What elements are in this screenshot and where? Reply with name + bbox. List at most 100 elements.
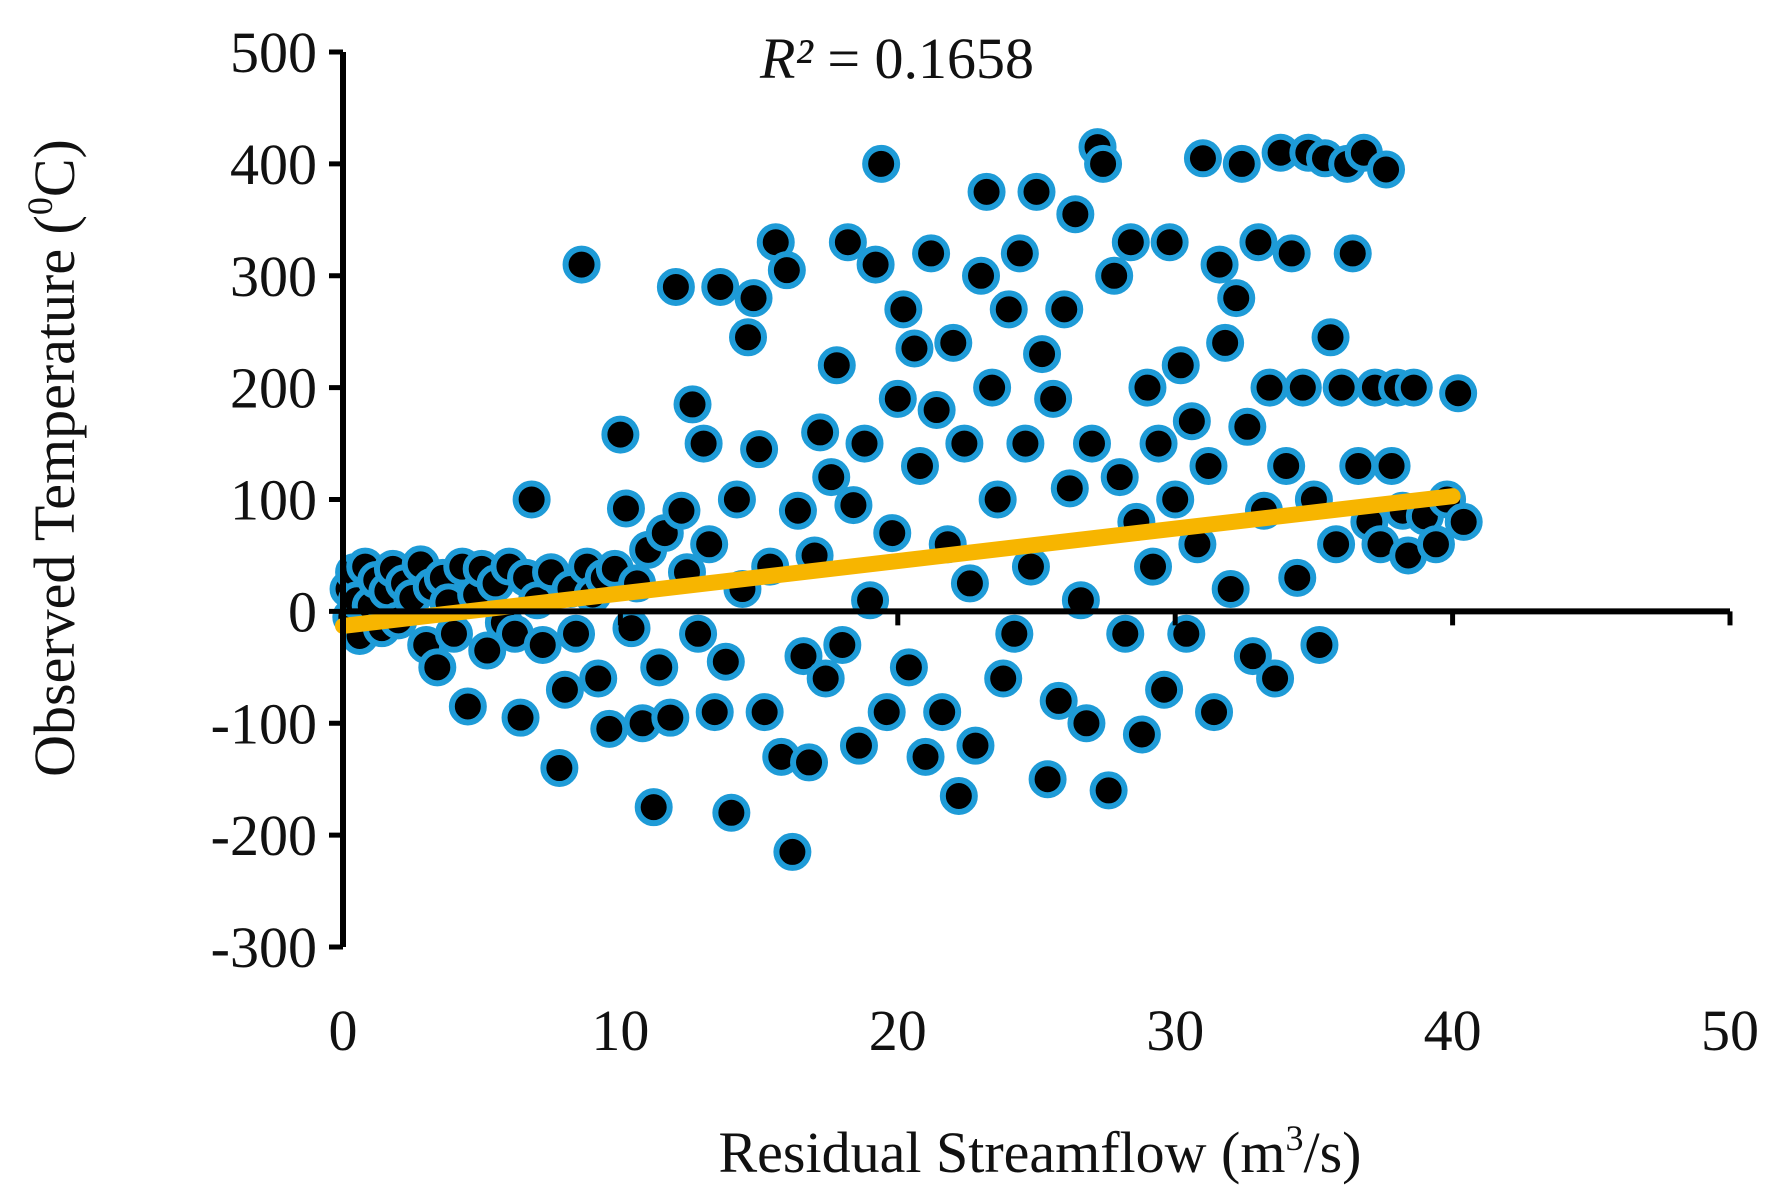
scatter-point: [862, 144, 901, 183]
scatter-point: [701, 267, 740, 306]
scatter-point: [784, 637, 823, 676]
y-axis-title-base: Observed Temperature (: [22, 215, 87, 777]
scatter-point: [1367, 150, 1406, 189]
scatter-point: [1095, 256, 1134, 295]
scatter-point: [817, 346, 856, 385]
scatter-point: [690, 525, 729, 564]
scatter-point: [740, 430, 779, 469]
scatter-point: [884, 290, 923, 329]
scatter-point: [745, 693, 784, 732]
scatter-point: [418, 648, 457, 687]
r-squared-value: = 0.1658: [813, 26, 1034, 91]
x-tick-label: 50: [1701, 998, 1759, 1063]
scatter-point: [579, 659, 618, 698]
scatter-point: [1156, 480, 1195, 519]
y-axis-title-suffix: C): [22, 139, 87, 197]
scatter-point: [1017, 172, 1056, 211]
scatter-point: [1233, 637, 1272, 676]
x-axis-title-superscript: 3: [1286, 1118, 1304, 1158]
scatter-point: [1444, 502, 1483, 541]
y-tick-label: 300: [230, 244, 317, 309]
scatter-point: [1067, 704, 1106, 743]
scatter-point: [1056, 195, 1095, 234]
scatter-point: [984, 659, 1023, 698]
scatter-point: [1372, 446, 1411, 485]
scatter-point: [557, 614, 596, 653]
scatter-point: [501, 698, 540, 737]
scatter-point: [1122, 715, 1161, 754]
scatter-point: [1089, 771, 1128, 810]
scatter-point: [978, 480, 1017, 519]
y-ticks: -300 -200 -100 0 100 200 300 400 500: [211, 20, 343, 980]
scatter-point: [540, 749, 579, 787]
y-axis-title: Observed Temperature (0C): [20, 139, 87, 777]
scatter-point: [1061, 581, 1100, 620]
scatter-point: [434, 614, 473, 653]
y-tick-label: 100: [230, 468, 317, 533]
y-tick-label: 0: [288, 579, 317, 644]
scatter-point: [1111, 223, 1150, 262]
scatter-point: [906, 737, 945, 776]
scatter-point: [1439, 374, 1478, 413]
scatter-point: [734, 279, 773, 318]
scatter-point: [523, 625, 562, 664]
scatter-point: [640, 648, 679, 687]
scatter-point: [1311, 318, 1350, 357]
scatter-point: [656, 267, 695, 306]
x-tick-label: 0: [329, 998, 358, 1063]
scatter-point: [634, 788, 673, 827]
x-tick-label: 30: [1146, 998, 1204, 1063]
scatter-point: [878, 379, 917, 418]
scatter-point: [945, 424, 984, 463]
scatter-point: [801, 413, 840, 452]
scatter-point: [1239, 223, 1278, 262]
scatter-point: [1267, 446, 1306, 485]
scatter-point: [1145, 670, 1184, 709]
scatter-point: [1278, 558, 1317, 597]
scatter-point: [1217, 279, 1256, 318]
r-squared-symbol: R²: [759, 26, 814, 91]
scatter-point: [845, 424, 884, 463]
scatter-point: [900, 446, 939, 485]
scatter-point: [1317, 525, 1356, 564]
scatter-point: [939, 776, 978, 815]
scatter-point: [606, 489, 645, 528]
scatter-point: [1256, 659, 1295, 698]
scatter-point: [662, 491, 701, 530]
scatter-point: [1416, 525, 1455, 564]
x-axis-title: Residual Streamflow (m3/s): [718, 1118, 1361, 1185]
scatter-point: [989, 290, 1028, 329]
scatter-point: [601, 415, 640, 454]
scatter-point: [856, 245, 895, 284]
scatter-point: [1028, 760, 1067, 799]
scatter-point: [1228, 407, 1267, 446]
scatter-point: [1300, 625, 1339, 664]
scatter-point: [839, 726, 878, 765]
x-tick-label: 10: [591, 998, 649, 1063]
scatter-point: [1134, 547, 1173, 586]
scatter-point: [1211, 570, 1250, 608]
scatter-point: [995, 614, 1034, 653]
y-tick-label: 400: [230, 132, 317, 197]
scatter-point: [1011, 547, 1050, 586]
scatter-point: [917, 391, 956, 429]
points-layer: [329, 128, 1483, 871]
scatter-point: [729, 318, 768, 357]
scatter-point: [1333, 234, 1372, 273]
scatter-point: [823, 625, 862, 664]
scatter-point: [895, 329, 934, 368]
scatter-point: [967, 172, 1006, 211]
y-tick-label: -300: [211, 915, 317, 980]
scatter-point: [717, 480, 756, 519]
scatter-point: [651, 698, 690, 737]
scatter-point: [790, 743, 829, 782]
scatter-point: [1195, 693, 1234, 732]
scatter-point: [673, 385, 712, 424]
scatter-point: [889, 648, 928, 687]
scatter-point: [1139, 424, 1178, 463]
scatter-point: [1000, 234, 1039, 273]
scatter-point: [1183, 139, 1222, 178]
scatter-point: [1167, 614, 1206, 653]
